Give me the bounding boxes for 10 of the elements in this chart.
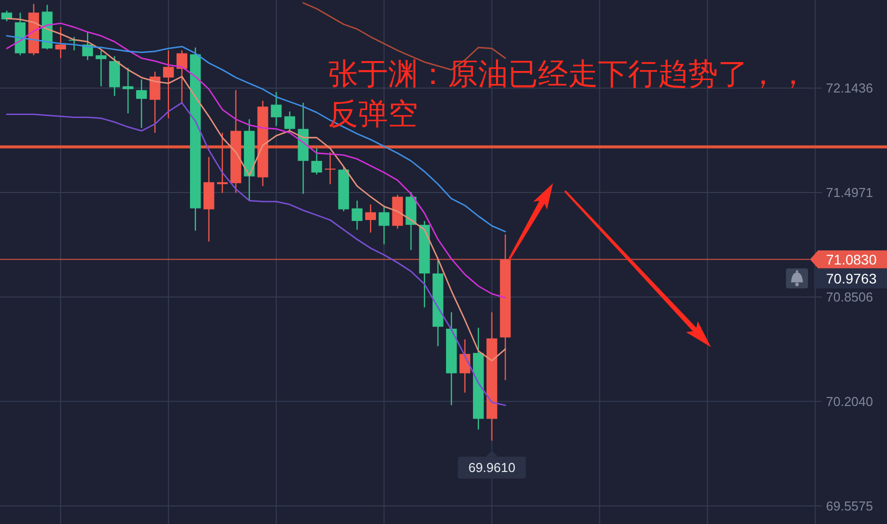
ref-line-label: 71.0830 [826, 251, 877, 268]
annotation: 70.9763 [814, 268, 887, 288]
y-tick-label: 72.1436 [826, 80, 873, 96]
y-tick-label: 69.5575 [826, 498, 873, 514]
annotation: 张于渊：原油已经走下行趋势了，，反弹空 [328, 56, 809, 134]
annotation: 69.9610 [458, 450, 526, 479]
y-tick-label: 70.2040 [826, 394, 873, 409]
y-tick-label: 70.8506 [826, 289, 873, 304]
annotation: 69.9610 [468, 460, 516, 476]
y-tick-label: 71.4971 [826, 185, 873, 200]
